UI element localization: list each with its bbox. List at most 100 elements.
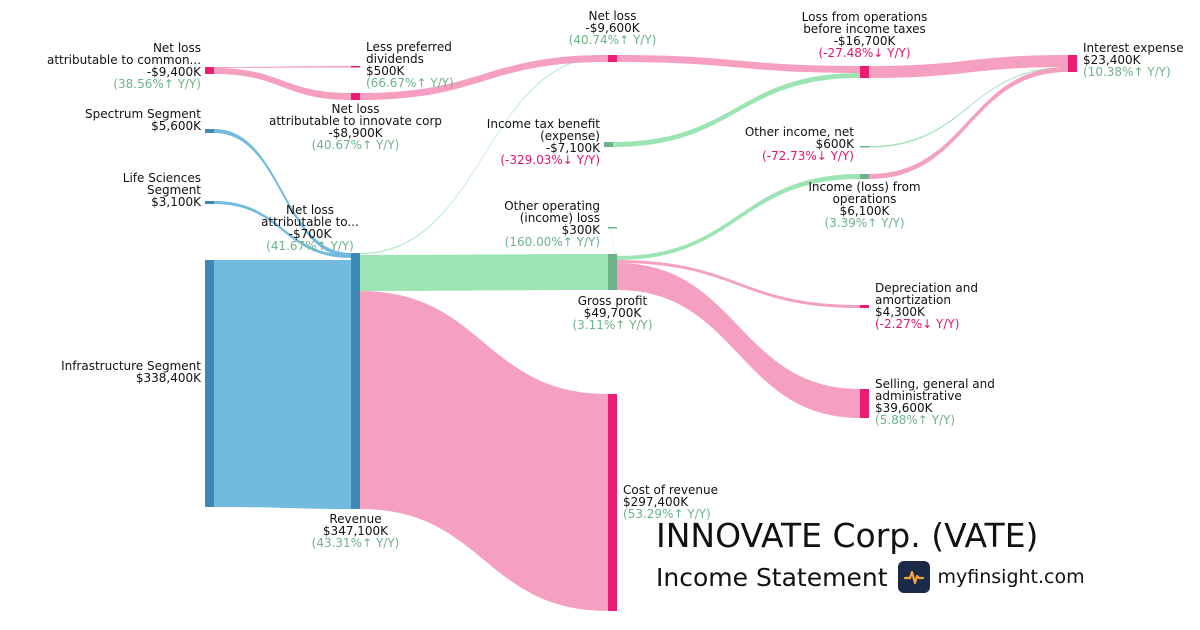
label-da: Depreciation and amortization $4,300K [875,281,978,319]
company-title: INNOVATE Corp. (VATE) [656,516,1039,555]
link-incops-to-interest [869,67,1068,179]
label-lossops: Loss from operations before income taxes -… [802,10,928,48]
label-value: $23,400K [1083,53,1142,67]
change-lossops: (-27.48%↓ Y/Y) [818,46,910,60]
change-nlinnovate: (40.67%↑ Y/Y) [312,138,400,152]
link-nlinnovate-to-netloss [360,55,608,100]
label-line: operations [833,192,897,206]
label-line: before income taxes [803,22,926,36]
label-value: $347,100K [323,524,389,538]
label-line: Income tax benefit [487,117,600,131]
site-link[interactable]: myfinsight.com [937,566,1085,588]
label-value: -$7,100K [546,141,601,155]
label-value: $5,600K [151,119,202,133]
node-otherop [608,227,617,229]
label-line: attributable to common... [47,53,201,67]
label-line: Spectrum Segment [85,107,201,121]
label-revenue: Revenue $347,100K [323,512,389,538]
link-infrastructure-to-revenue [214,260,351,509]
label-interest: Interest expense $23,400K [1083,41,1184,67]
label-line: Interest expense [1083,41,1184,55]
label-line: Gross profit [578,294,648,308]
label-value: $49,700K [584,306,643,320]
link-lifesci-to-revenue [214,201,351,258]
label-nlcommon: Net loss attributable to common... -$9,400… [47,41,202,79]
node-lifesci [205,201,214,204]
label-value: $297,400K [623,495,689,509]
label-value: -$8,900K [328,126,383,140]
link-gross-to-da [617,260,860,308]
link-netloss-to-lossops [617,55,860,73]
link-taxben-to-lossops [613,73,860,147]
change-incops: (3.39%↑ Y/Y) [824,216,904,230]
node-revenue [351,255,360,509]
node-gross [608,254,617,290]
label-value: $6,100K [840,204,891,218]
label-line: administrative [875,389,962,403]
change-otherop: (160.00%↑ Y/Y) [505,235,600,249]
node-lossops [860,66,869,78]
label-nlinnovate: Net loss attributable to innovate corp -$8… [269,102,442,140]
change-pref: (66.67%↑ Y/Y) [366,76,454,90]
brand-row: Income Statement myfinsight.com [656,561,1085,593]
link-nci-to-netloss [360,56,608,254]
change-sga: (5.88%↑ Y/Y) [875,413,955,427]
label-cor: Cost of revenue $297,400K [623,483,718,509]
link-gross-to-otherop [608,226,617,255]
link-otherinc-to-interest [869,67,1068,148]
node-sga [860,389,869,418]
label-otherop: Other operating (income) loss $300K [504,199,601,237]
label-lifesci: Life Sciences Segment $3,100K [123,171,202,209]
label-value: -$9,600K [585,21,640,35]
label-line: Loss from operations [802,10,928,24]
node-incops [860,174,869,179]
label-line: (income) loss [520,211,600,225]
change-taxben: (-329.03%↓ Y/Y) [500,153,600,167]
label-line: attributable to... [261,215,359,229]
change-gross: (3.11%↑ Y/Y) [572,318,652,332]
label-line: Net loss [153,41,201,55]
change-otherinc: (-72.73%↓ Y/Y) [762,149,854,163]
label-pref: Less preferred dividends $500K [366,40,452,78]
label-line: Revenue [329,512,381,526]
sankey-nodes [205,55,1077,611]
statement-subtitle: Income Statement [656,562,888,592]
label-line: Less preferred [366,40,452,54]
change-da: (-2.27%↓ Y/Y) [875,317,959,331]
link-revenue-to-cor [360,291,608,611]
label-spectrum: Spectrum Segment $5,600K [85,107,202,133]
label-sga: Selling, general and administrative $39,60… [875,377,995,415]
label-nci: Net loss attributable to... -$700K [261,203,359,241]
link-nlcommon-to-nlinnovate [214,68,351,100]
node-da [860,305,869,308]
label-gross: Gross profit $49,700K [578,294,648,320]
label-line: Net loss [331,102,379,116]
label-value: $3,100K [151,195,202,209]
label-line: amortization [875,293,951,307]
link-nlcommon-to-pref [214,66,351,68]
label-value: $500K [366,64,406,78]
label-value: $600K [816,137,856,151]
pulse-icon [897,561,930,593]
label-taxben: Income tax benefit (expense) -$7,100K [487,117,601,155]
label-netloss: Net loss -$9,600K [585,9,640,35]
label-line: Cost of revenue [623,483,718,497]
change-interest: (10.38%↑ Y/Y) [1083,65,1171,79]
label-line: Income (loss) from [808,180,920,194]
label-line: Net loss [588,9,636,23]
label-line: Depreciation and [875,281,978,295]
node-netloss [608,55,617,62]
label-value: $300K [562,223,602,237]
label-line: (expense) [540,129,600,143]
label-value: $338,400K [136,371,202,385]
label-incops: Income (loss) from operations $6,100K [808,180,920,218]
label-value: $4,300K [875,305,926,319]
label-line: Other income, net [745,125,854,139]
label-line: Life Sciences [123,171,201,185]
label-line: Selling, general and [875,377,995,391]
change-nci: (41.67%↑ Y/Y) [266,239,354,253]
node-nlinnovate [351,93,360,100]
label-line: Other operating [504,199,600,213]
node-infrastructure [205,260,214,507]
